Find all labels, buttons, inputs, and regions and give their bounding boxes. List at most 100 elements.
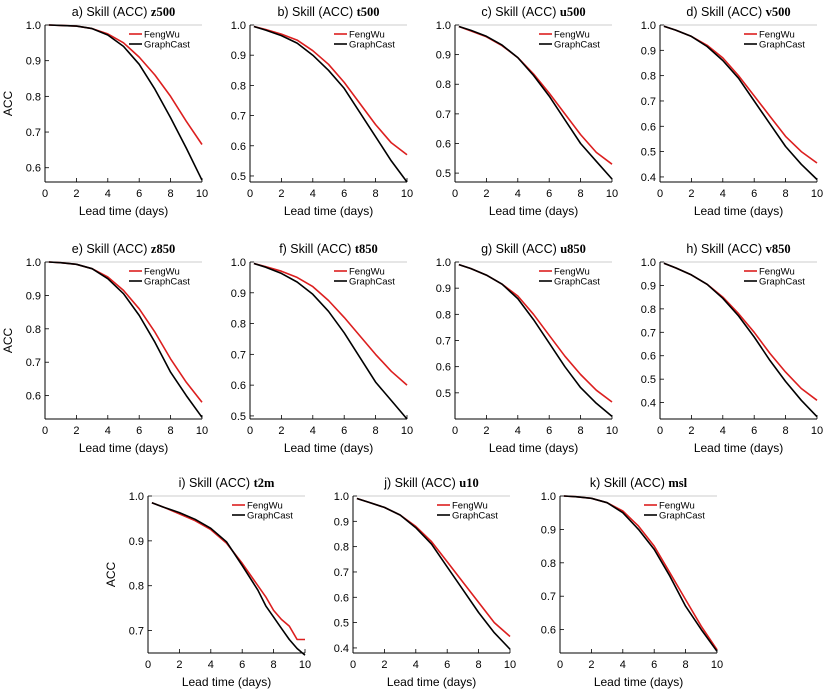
- panel-g: g) Skill (ACC) u850 0.5 0.6 0.7 0.8 0.9 1.0 0 2 4…: [436, 242, 618, 455]
- panel-title: b) Skill (ACC) t500: [277, 5, 379, 19]
- x-tick-label: 4: [208, 659, 214, 671]
- y-tick-label: 0.9: [641, 280, 656, 292]
- series-line-graphcast: [458, 25, 613, 180]
- y-tick-label: 0.8: [334, 542, 349, 554]
- x-tick-label: 10: [811, 188, 823, 200]
- x-tick-label: 8: [373, 425, 379, 437]
- x-tick-label: 10: [401, 188, 413, 200]
- y-tick-label: 1.0: [26, 20, 41, 32]
- legend-label: GraphCast: [759, 40, 805, 51]
- title-variable: u500: [560, 5, 586, 19]
- x-tick-label: 0: [247, 188, 253, 200]
- panel-title: a) Skill (ACC) z500: [72, 5, 175, 19]
- legend-label: FengWu: [144, 267, 180, 278]
- x-tick-label: 8: [783, 188, 789, 200]
- y-tick-label: 0.6: [436, 362, 451, 374]
- panel-i: i) Skill (ACC) t2m 0.7 0.8 0.9 1.0 0 2 4 6 8 10 Lea…: [104, 476, 311, 689]
- y-tick-label: 0.4: [334, 643, 349, 655]
- y-tick-label: 0.8: [231, 80, 246, 92]
- title-prefix: i) Skill (ACC): [179, 476, 254, 490]
- x-tick-label: 0: [247, 425, 253, 437]
- legend-label: GraphCast: [759, 277, 805, 288]
- series-line-graphcast: [48, 24, 203, 181]
- x-tick-label: 4: [310, 188, 316, 200]
- y-tick-label: 0.8: [641, 304, 656, 316]
- y-tick-label: 0.8: [436, 309, 451, 321]
- legend-label: GraphCast: [554, 40, 600, 51]
- y-tick-label: 0.7: [334, 567, 349, 579]
- series-line-graphcast: [356, 497, 511, 650]
- x-axis-label: Lead time (days): [489, 441, 578, 455]
- panel-k: k) Skill (ACC) msl 0.6 0.7 0.8 0.9 1.0 0 2 4 6 8 10…: [541, 476, 723, 689]
- y-tick-label: 0.7: [436, 109, 451, 121]
- title-variable: v850: [766, 242, 791, 256]
- y-tick-label: 1.0: [334, 491, 349, 503]
- x-tick-label: 4: [413, 659, 419, 671]
- legend-label: FengWu: [349, 30, 385, 41]
- legend-label: FengWu: [452, 501, 488, 512]
- y-tick-label: 0.9: [436, 50, 451, 62]
- title-variable: msl: [668, 476, 687, 490]
- x-tick-label: 10: [196, 425, 208, 437]
- y-tick-label: 0.9: [231, 50, 246, 62]
- series-line-graphcast: [151, 501, 306, 656]
- title-prefix: h) Skill (ACC): [686, 242, 765, 256]
- x-tick-label: 4: [515, 425, 521, 437]
- x-tick-label: 8: [476, 659, 482, 671]
- y-tick-label: 0.6: [231, 141, 246, 153]
- y-tick-label: 0.5: [231, 411, 246, 423]
- y-tick-label: 1.0: [641, 257, 656, 269]
- x-tick-label: 0: [557, 659, 563, 671]
- y-tick-label: 0.7: [541, 591, 556, 603]
- y-tick-label: 0.8: [641, 71, 656, 83]
- y-tick-label: 0.7: [26, 357, 41, 369]
- panel-title: c) Skill (ACC) u500: [481, 5, 585, 19]
- y-tick-label: 0.9: [641, 45, 656, 57]
- x-tick-label: 10: [606, 188, 618, 200]
- legend-label: FengWu: [759, 267, 795, 278]
- series-line-graphcast: [48, 261, 203, 418]
- x-tick-label: 2: [483, 188, 489, 200]
- x-axis-label: Lead time (days): [182, 675, 271, 689]
- y-tick-label: 0.7: [641, 96, 656, 108]
- title-prefix: g) Skill (ACC): [481, 242, 560, 256]
- panel-title: j) Skill (ACC) u10: [383, 476, 478, 490]
- title-variable: t2m: [254, 476, 275, 490]
- title-prefix: k) Skill (ACC): [590, 476, 668, 490]
- y-tick-label: 0.6: [231, 380, 246, 392]
- x-tick-label: 6: [136, 188, 142, 200]
- y-tick-label: 0.6: [541, 625, 556, 637]
- x-tick-label: 10: [299, 659, 311, 671]
- y-tick-label: 0.9: [541, 524, 556, 536]
- y-tick-label: 0.5: [436, 388, 451, 400]
- x-axis-label: Lead time (days): [594, 675, 683, 689]
- panel-d: d) Skill (ACC) v500 0.4 0.5 0.6 0.7 0.8 0.9 1.0…: [641, 5, 823, 218]
- y-tick-label: 0.7: [129, 626, 144, 638]
- y-tick-label: 0.8: [541, 558, 556, 570]
- x-tick-label: 2: [381, 659, 387, 671]
- y-tick-label: 0.7: [26, 127, 41, 139]
- x-tick-label: 8: [271, 659, 277, 671]
- x-tick-label: 6: [136, 425, 142, 437]
- y-tick-label: 1.0: [26, 257, 41, 269]
- title-prefix: j) Skill (ACC): [383, 476, 459, 490]
- y-tick-label: 1.0: [436, 257, 451, 269]
- x-tick-label: 2: [588, 659, 594, 671]
- series-line-graphcast: [563, 495, 718, 652]
- x-axis-label: Lead time (days): [489, 204, 578, 218]
- panel-title: d) Skill (ACC) v500: [686, 5, 790, 19]
- x-tick-label: 6: [546, 188, 552, 200]
- title-variable: u10: [459, 476, 478, 490]
- panel-j: j) Skill (ACC) u10 0.4 0.5 0.6 0.7 0.8 0.9 1.0 0…: [334, 476, 516, 689]
- x-tick-label: 0: [452, 188, 458, 200]
- series-line-fengwu: [253, 25, 408, 156]
- y-tick-label: 1.0: [436, 20, 451, 32]
- x-tick-label: 4: [105, 425, 111, 437]
- x-axis-label: Lead time (days): [79, 441, 168, 455]
- legend-label: FengWu: [144, 30, 180, 41]
- x-tick-label: 6: [546, 425, 552, 437]
- x-tick-label: 6: [751, 188, 757, 200]
- title-variable: u850: [560, 242, 586, 256]
- legend-label: GraphCast: [554, 277, 600, 288]
- x-tick-label: 6: [341, 188, 347, 200]
